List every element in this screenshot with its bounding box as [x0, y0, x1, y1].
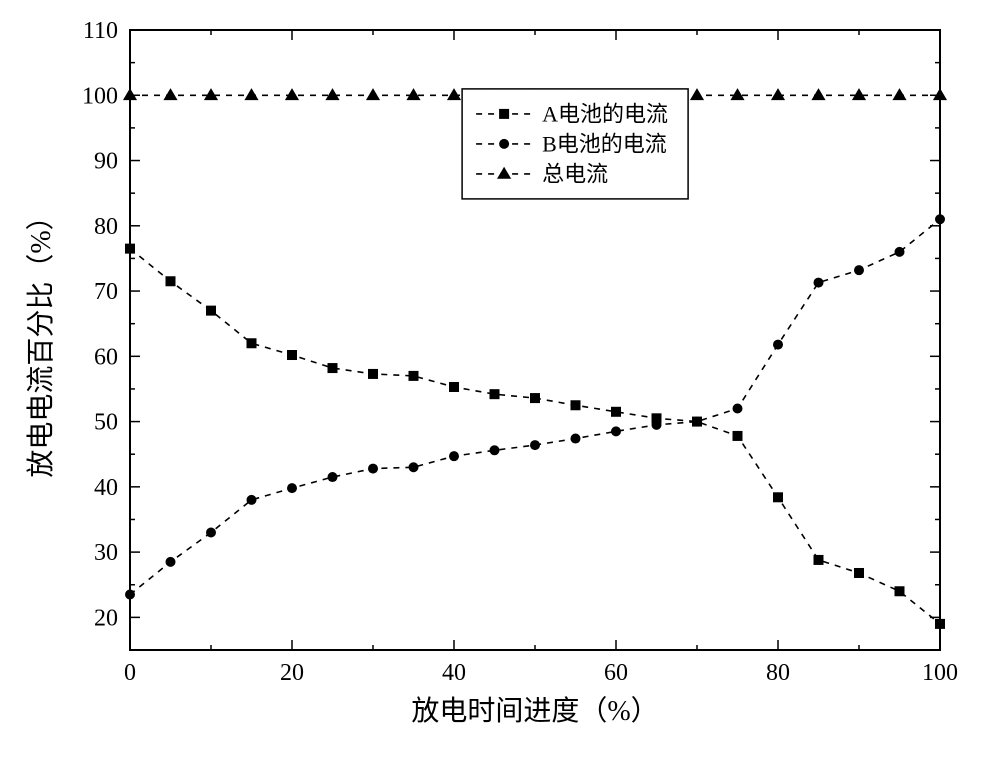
series-marker-0 — [368, 369, 378, 379]
series-marker-1 — [530, 440, 540, 450]
x-tick-label: 0 — [124, 660, 136, 686]
y-tick-label: 80 — [94, 214, 118, 240]
legend-label: A电池的电流 — [542, 102, 668, 127]
y-tick-label: 20 — [94, 605, 118, 631]
series-marker-0 — [895, 586, 905, 596]
legend-sample-marker — [499, 109, 509, 119]
x-tick-label: 100 — [922, 660, 958, 686]
chart-container: 0 20 40 60 80 100 放电时间进度（%） 20 30 40 50 60 70 80 90 100… — [0, 0, 1000, 760]
series-marker-1 — [368, 464, 378, 474]
legend: A电池的电流 B电池的电流总电流 — [462, 89, 688, 199]
y-tick-label: 40 — [94, 475, 118, 501]
legend-label: 总电流 — [542, 162, 608, 187]
x-tick-label: 20 — [280, 660, 304, 686]
series-marker-1 — [490, 445, 500, 455]
series-marker-0 — [854, 568, 864, 578]
series-marker-1 — [449, 451, 459, 461]
series-marker-1 — [652, 420, 662, 430]
y-axis-label: 放电电流百分比（%） — [25, 202, 57, 477]
series-marker-1 — [611, 426, 621, 436]
y-tick-label: 50 — [94, 410, 118, 436]
legend-label: B电池的电流 — [542, 132, 667, 157]
x-axis-label: 放电时间进度（%） — [411, 695, 658, 727]
series-marker-0 — [935, 619, 945, 629]
series-marker-1 — [328, 472, 338, 482]
series-marker-0 — [449, 382, 459, 392]
series-marker-0 — [773, 492, 783, 502]
series-marker-1 — [895, 247, 905, 257]
y-tick-label: 90 — [94, 149, 118, 175]
series-marker-0 — [571, 400, 581, 410]
series-marker-1 — [125, 590, 135, 600]
series-marker-1 — [206, 528, 216, 538]
series-marker-1 — [166, 557, 176, 567]
y-tick-label: 30 — [94, 540, 118, 566]
y-tick-label: 100 — [82, 83, 118, 109]
series-marker-0 — [530, 393, 540, 403]
series-marker-0 — [409, 371, 419, 381]
series-marker-1 — [935, 214, 945, 224]
x-tick-label: 40 — [442, 660, 466, 686]
x-tick-label: 60 — [604, 660, 628, 686]
series-marker-1 — [773, 340, 783, 350]
series-marker-0 — [733, 431, 743, 441]
y-tick-label: 60 — [94, 344, 118, 370]
chart-svg: 0 20 40 60 80 100 放电时间进度（%） 20 30 40 50 60 70 80 90 100… — [0, 0, 1000, 760]
series-marker-0 — [328, 363, 338, 373]
legend-sample-marker — [499, 139, 509, 149]
series-marker-0 — [611, 407, 621, 417]
series-marker-1 — [814, 278, 824, 288]
series-marker-1 — [409, 462, 419, 472]
series-marker-0 — [206, 306, 216, 316]
series-marker-1 — [733, 404, 743, 414]
series-marker-1 — [854, 265, 864, 275]
series-marker-1 — [571, 434, 581, 444]
series-marker-0 — [125, 244, 135, 254]
series-marker-1 — [247, 495, 257, 505]
series-marker-0 — [247, 338, 257, 348]
series-marker-0 — [287, 350, 297, 360]
series-marker-0 — [166, 276, 176, 286]
series-marker-0 — [814, 555, 824, 565]
y-tick-label: 110 — [83, 18, 118, 44]
series-marker-1 — [692, 417, 702, 427]
series-marker-0 — [490, 389, 500, 399]
y-tick-label: 70 — [94, 279, 118, 305]
x-tick-label: 80 — [766, 660, 790, 686]
series-marker-1 — [287, 483, 297, 493]
